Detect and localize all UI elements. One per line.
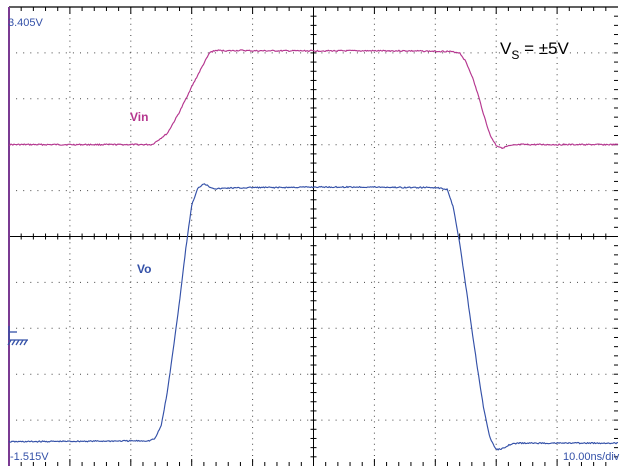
traces (8, 49, 619, 451)
timebase-readout: 10.00ns/div (563, 451, 620, 463)
trace-vo (8, 183, 619, 451)
grid (8, 6, 618, 466)
vo-trace-label: Vo (137, 262, 151, 276)
supply-voltage-subscript: S (511, 48, 519, 62)
supply-voltage-value: = ±5V (519, 39, 569, 58)
supply-voltage-label: VS = ±5V (500, 39, 570, 62)
bottom-left-level-readout: -1.515V (10, 451, 49, 463)
trace-vin (8, 49, 619, 150)
supply-voltage-main: V (500, 39, 512, 58)
top-left-level-readout: 3.405V (8, 17, 44, 29)
vin-trace-label: Vin (130, 110, 148, 124)
ground-reference-icon (7, 326, 28, 346)
